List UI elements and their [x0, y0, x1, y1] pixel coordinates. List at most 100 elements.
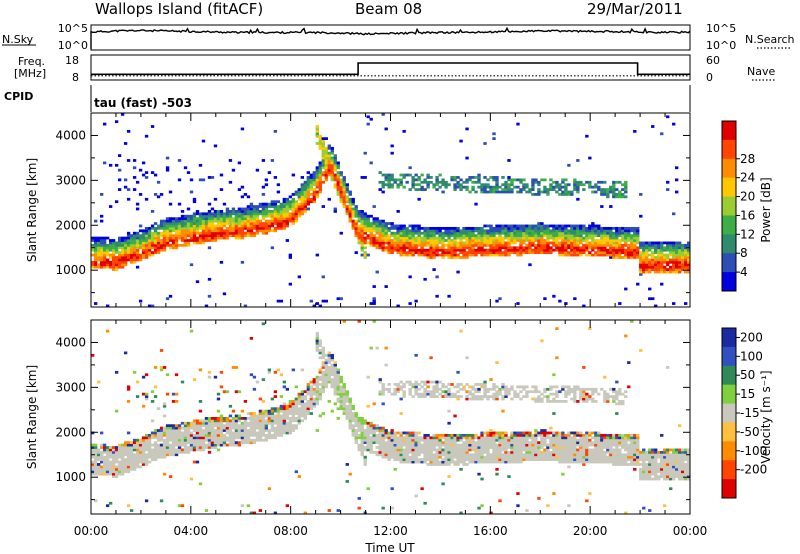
power-data-cell	[399, 229, 403, 233]
power-data-cell	[582, 188, 586, 191]
power-data-cell	[615, 236, 619, 240]
velocity-data-cell	[171, 450, 176, 454]
power-data-cell	[120, 246, 125, 250]
colorbar-segment	[722, 121, 736, 141]
velocity-data-cell	[429, 441, 433, 445]
power-data-cell	[648, 248, 652, 252]
power-data-cell	[105, 246, 110, 250]
power-data-cell	[663, 246, 667, 250]
power-data-cell	[678, 270, 682, 274]
power-data-cell	[393, 178, 397, 182]
velocity-data-cell	[360, 441, 364, 445]
velocity-data-cell	[294, 402, 299, 406]
power-data-cell	[483, 183, 487, 187]
power-data-cell	[513, 226, 517, 230]
power-data-cell	[591, 239, 595, 242]
power-data-cell	[645, 246, 649, 250]
power-data-cell	[108, 163, 113, 167]
velocity-data-cell	[228, 429, 233, 432]
power-data-cell	[453, 239, 457, 242]
power-data-cell	[318, 173, 322, 177]
power-data-cell	[369, 229, 373, 233]
power-data-cell	[489, 231, 493, 235]
power-data-cell	[381, 190, 385, 194]
power-data-cell	[486, 251, 490, 254]
power-data-cell	[210, 207, 215, 211]
velocity-data-cell	[174, 448, 179, 452]
power-data-cell	[243, 224, 248, 228]
power-data-cell	[537, 241, 541, 245]
velocity-data-cell	[456, 438, 460, 442]
power-data-cell	[639, 263, 643, 267]
velocity-data-cell	[489, 455, 493, 459]
power-data-cell	[543, 241, 547, 245]
power-data-cell	[237, 222, 242, 225]
power-data-cell	[489, 226, 493, 230]
power-data-cell	[189, 234, 194, 238]
power-data-cell	[678, 246, 682, 250]
velocity-data-cell	[111, 448, 116, 452]
power-data-cell	[450, 248, 454, 252]
power-data-cell	[600, 193, 604, 196]
power-data-cell	[144, 229, 149, 233]
velocity-data-cell	[138, 453, 143, 457]
power-data-cell	[621, 193, 625, 196]
power-data-cell	[588, 229, 592, 233]
power-data-cell	[465, 180, 469, 184]
power-data-cell	[135, 248, 140, 252]
power-data-cell	[267, 202, 272, 206]
power-data-cell	[603, 226, 607, 230]
power-data-cell	[315, 253, 319, 257]
velocity-data-cell	[243, 441, 248, 445]
velocity-data-cell	[414, 387, 418, 391]
power-data-cell	[606, 251, 610, 254]
velocity-data-cell	[381, 387, 385, 391]
power-data-cell	[390, 239, 394, 242]
velocity-data-cell	[486, 443, 490, 447]
power-data-cell	[309, 200, 313, 204]
velocity-data-cell	[94, 460, 98, 464]
power-data-cell	[441, 239, 445, 242]
power-data-cell	[462, 256, 466, 259]
power-data-cell	[546, 239, 550, 242]
velocity-data-cell	[384, 363, 388, 367]
velocity-data-cell	[480, 443, 484, 447]
power-data-cell	[537, 193, 541, 196]
power-data-cell	[114, 251, 119, 254]
power-data-cell	[477, 236, 481, 240]
power-data-cell	[582, 304, 586, 308]
power-data-cell	[570, 248, 574, 252]
velocity-data-cell	[453, 438, 457, 442]
power-data-cell	[687, 265, 691, 269]
velocity-data-cell	[126, 470, 131, 474]
velocity-data-cell	[138, 441, 143, 445]
power-data-cell	[660, 282, 664, 286]
power-data-cell	[582, 183, 586, 187]
velocity-data-cell	[171, 441, 176, 445]
power-data-cell	[372, 226, 376, 230]
power-data-cell	[360, 214, 364, 218]
velocity-data-cell	[306, 392, 310, 396]
power-data-cell	[525, 229, 529, 233]
velocity-data-cell	[141, 446, 146, 449]
power-data-cell	[435, 275, 439, 279]
power-data-cell	[348, 207, 352, 211]
power-data-cell	[609, 248, 613, 252]
velocity-data-cell	[123, 443, 128, 447]
power-data-cell	[111, 256, 116, 259]
power-data-cell	[570, 224, 574, 228]
power-data-cell	[654, 241, 658, 245]
power-data-cell	[276, 212, 281, 216]
velocity-data-cell	[414, 436, 418, 440]
power-data-cell	[435, 251, 439, 254]
power-data-cell	[303, 205, 307, 208]
power-data-cell	[660, 256, 664, 259]
power-data-cell	[615, 226, 619, 230]
velocity-data-cell	[207, 426, 212, 430]
velocity-data-cell	[171, 429, 176, 432]
power-data-cell	[276, 217, 281, 221]
power-data-cell	[549, 224, 553, 228]
power-data-cell	[408, 253, 412, 257]
power-data-cell	[153, 229, 158, 233]
velocity-data-cell	[153, 441, 158, 445]
